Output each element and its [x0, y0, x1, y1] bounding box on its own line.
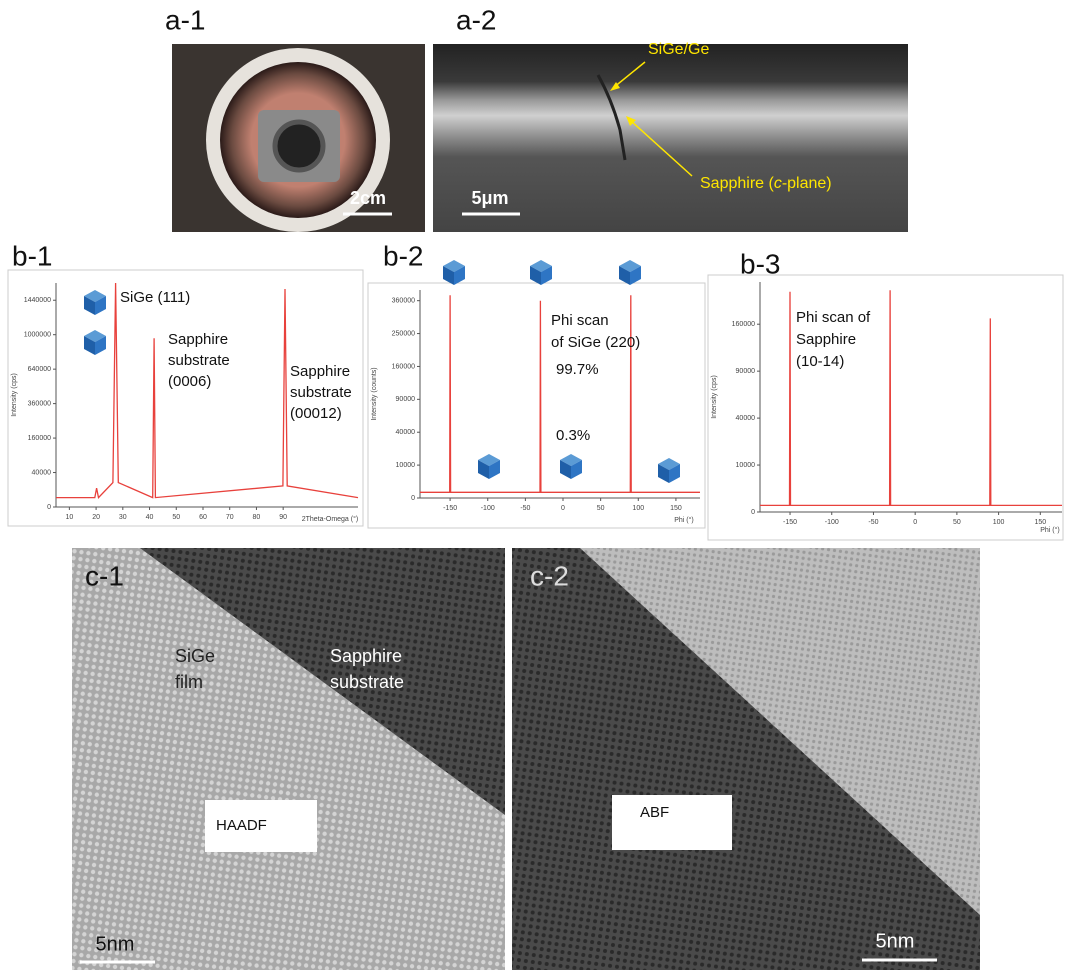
annotation: substrate: [330, 672, 404, 692]
annotation: SiGe/Ge: [648, 41, 709, 58]
x-tick-label: 0: [913, 519, 917, 526]
x-tick-label: 30: [119, 514, 127, 521]
y-tick-label: 360000: [28, 400, 51, 407]
annotation: 99.7%: [556, 361, 599, 378]
x-tick-label: 100: [632, 505, 644, 512]
y-tick-label: 90000: [396, 396, 416, 403]
y-tick-label: 10000: [736, 462, 756, 469]
x-tick-label: 70: [226, 514, 234, 521]
cube-icon: [443, 260, 465, 285]
cube-icon: [619, 260, 641, 285]
x-tick-label: 50: [953, 519, 961, 526]
annotation: Sapphire (c-plane): [700, 175, 832, 192]
x-tick-label: 0: [561, 505, 565, 512]
annotation: substrate: [168, 352, 230, 369]
cube-icon: [530, 260, 552, 285]
x-tick-label: -100: [825, 519, 839, 526]
scale-label: 5nm: [96, 933, 135, 955]
annotation: 0.3%: [556, 427, 590, 444]
x-tick-label: 100: [993, 519, 1005, 526]
scale-label: 2cm: [350, 188, 386, 208]
x-tick-label: -50: [868, 519, 878, 526]
x-axis-label: Phi (°): [1040, 526, 1060, 534]
annotation: film: [175, 672, 203, 692]
annotation: (10-14): [796, 353, 844, 370]
annotation: (00012): [290, 405, 342, 422]
y-tick-label: 640000: [28, 366, 51, 373]
x-tick-label: 50: [172, 514, 180, 521]
panel-label: a-2: [456, 4, 496, 35]
lens: [275, 122, 323, 170]
annotation: of SiGe (220): [551, 334, 640, 351]
annotation: (0006): [168, 373, 211, 390]
mode-label: HAADF: [216, 817, 267, 834]
y-tick-label: 1440000: [24, 297, 51, 304]
x-tick-label: 90: [279, 514, 287, 521]
label-box: [612, 795, 732, 850]
figure: a-1 2cm a-2 SiGe/Ge Sapphire (c-plane) 5…: [0, 0, 1068, 970]
y-tick-label: 250000: [392, 330, 415, 337]
x-tick-label: -50: [520, 505, 530, 512]
annotation: Sapphire: [290, 363, 350, 380]
y-tick-label: 0: [47, 504, 51, 511]
x-tick-label: 80: [253, 514, 261, 521]
page: {"panels": { "a1": {"label": "a-1", "sca…: [0, 0, 1068, 970]
x-tick-label: -150: [783, 519, 797, 526]
scale-label: 5nm: [876, 930, 915, 952]
y-tick-label: 40000: [736, 415, 756, 422]
annotation: SiGe: [175, 646, 215, 666]
x-tick-label: -100: [481, 505, 495, 512]
x-tick-label: 150: [670, 505, 682, 512]
panel-label: b-2: [383, 240, 423, 271]
y-tick-label: 10000: [396, 462, 416, 469]
annotation: Phi scan: [551, 312, 609, 329]
x-tick-label: 150: [1034, 519, 1046, 526]
x-tick-label: 10: [65, 514, 73, 521]
y-tick-label: 160000: [28, 435, 51, 442]
y-tick-label: 40000: [32, 469, 52, 476]
y-tick-label: 40000: [396, 429, 416, 436]
y-tick-label: 90000: [736, 368, 756, 375]
panel-label: b-3: [740, 248, 780, 279]
panel-label: c-2: [530, 560, 569, 591]
x-tick-label: 40: [146, 514, 154, 521]
text: -plane): [782, 175, 832, 192]
text: c: [774, 175, 782, 192]
y-tick-label: 160000: [392, 363, 415, 370]
y-axis-label: Intensity (counts): [371, 367, 378, 420]
y-tick-label: 360000: [392, 298, 415, 305]
annotation: Sapphire: [168, 331, 228, 348]
text: Sapphire (: [700, 175, 774, 192]
chart-frame: [708, 275, 1063, 540]
panel-label: a-1: [165, 4, 205, 35]
y-tick-label: 1000000: [24, 332, 51, 339]
x-tick-label: 50: [597, 505, 605, 512]
annotation: Sapphire: [796, 331, 856, 348]
mode-label: ABF: [640, 804, 669, 821]
y-axis-label: Intensity (cps): [711, 375, 718, 419]
x-tick-label: 20: [92, 514, 100, 521]
y-axis-label: Intensity (cps): [11, 373, 18, 417]
panel-label: c-1: [85, 560, 124, 591]
panel-label: b-1: [12, 240, 52, 271]
x-tick-label: -150: [443, 505, 457, 512]
annotation: substrate: [290, 384, 352, 401]
x-axis-label: Phi (°): [674, 516, 694, 524]
annotation: SiGe (111): [120, 289, 190, 306]
y-tick-label: 0: [411, 495, 415, 502]
x-axis-label: 2Theta-Omega (°): [302, 515, 359, 523]
scale-label: 5μm: [471, 188, 508, 208]
y-tick-label: 0: [751, 509, 755, 516]
y-tick-label: 160000: [732, 321, 755, 328]
x-tick-label: 60: [199, 514, 207, 521]
chart-frame: [368, 283, 705, 528]
annotation: Phi scan of: [796, 309, 871, 326]
annotation: Sapphire: [330, 646, 402, 666]
